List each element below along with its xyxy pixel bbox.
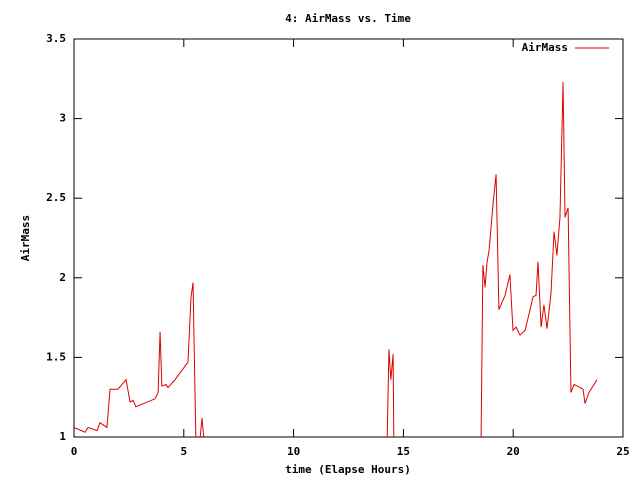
y-tick-label: 2: [59, 271, 66, 284]
x-tick-label: 20: [507, 445, 520, 458]
chart-title: 4: AirMass vs. Time: [285, 12, 411, 25]
y-axis-label: AirMass: [19, 215, 32, 261]
y-tick-label: 1: [59, 430, 66, 443]
x-tick-label: 0: [71, 445, 78, 458]
x-tick-label: 25: [616, 445, 629, 458]
legend-label: AirMass: [522, 41, 568, 54]
y-tick-label: 3: [59, 112, 66, 125]
plot-frame: [73, 38, 624, 438]
y-tick-label: 1.5: [46, 350, 66, 363]
data-line: [74, 81, 598, 437]
plot-area: [74, 81, 598, 437]
x-tick-label: 15: [397, 445, 410, 458]
x-axis-label: time (Elapse Hours): [285, 463, 411, 476]
x-tick-label: 5: [180, 445, 187, 458]
x-tick-label: 10: [287, 445, 300, 458]
y-tick-label: 3.5: [46, 32, 66, 45]
y-tick-label: 2.5: [46, 191, 66, 204]
